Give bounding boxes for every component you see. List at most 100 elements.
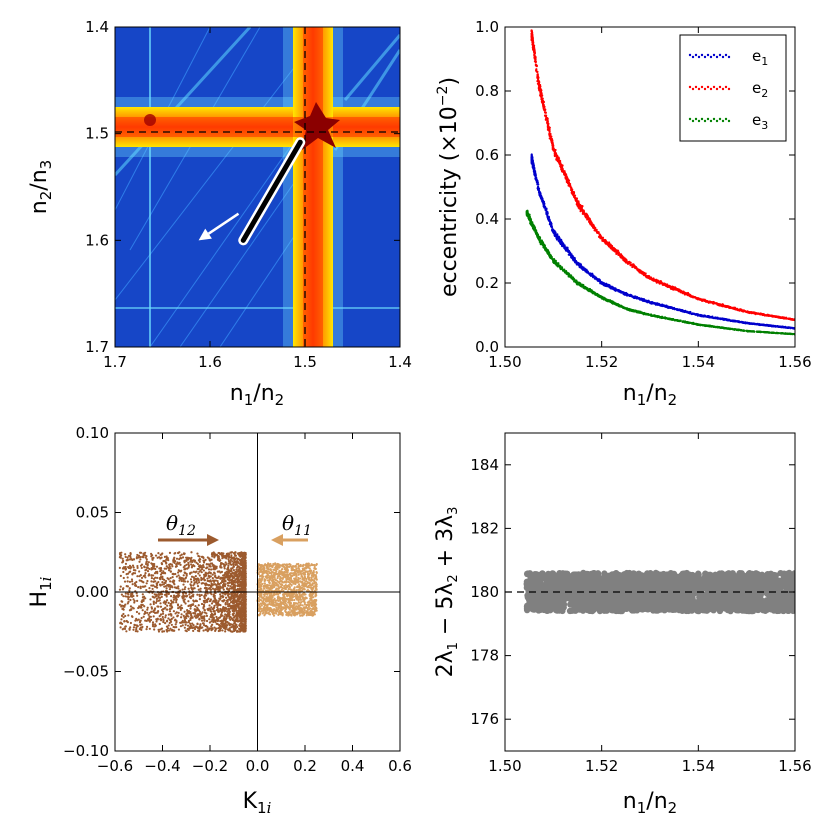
point-e2 [560,166,563,169]
legend-swatch-e1 [700,53,704,57]
point-e1 [606,284,610,288]
eccentricity-x-label: n1/n2 [623,381,677,409]
point-e2 [555,153,558,156]
point-e3 [684,321,687,324]
point-θ12 [232,568,235,572]
point-e1 [574,259,577,263]
legend-swatch-e2 [715,87,719,91]
point-θ12 [187,561,190,564]
point-e2 [534,69,538,72]
point-e1 [630,295,633,298]
point-e1 [720,317,723,321]
point-e2 [629,264,632,267]
point-e2 [648,277,652,280]
point-e1 [748,322,751,325]
point-θ12 [202,564,205,567]
point-e2 [586,215,590,218]
point-e1 [545,210,548,213]
point-e1 [585,271,588,274]
point-e3 [552,258,555,261]
series-e3 [525,209,795,336]
point-e2 [570,188,573,192]
point-θ12 [196,562,200,566]
legend-swatch-e3 [712,117,716,121]
point-e2 [598,233,601,236]
point-e2 [548,126,551,129]
point-e1 [537,189,541,192]
point-e2 [721,303,724,306]
point-e2 [603,239,606,242]
point-e2 [535,64,538,67]
point-e2 [791,318,794,321]
point-e3 [582,284,585,287]
point-e1 [590,273,593,277]
point-θ12 [129,598,132,602]
legend-swatch-e2 [706,85,710,89]
legend-swatch-e2 [721,87,725,91]
point-e2 [642,274,646,277]
point-e1 [733,319,737,323]
point-θ12 [165,565,168,568]
point-e1 [534,174,537,177]
point-e1 [780,325,784,328]
point-e2 [587,216,590,220]
point-θ12 [146,579,149,583]
legend-item-e3: e3 [688,111,768,132]
point-e2 [546,120,549,123]
point-e1 [739,320,742,324]
point-e2 [715,302,718,305]
ecc-x-tick-label: 1.54 [682,353,715,371]
point-e3 [650,314,653,317]
point-e2 [774,315,777,318]
point-e2 [574,197,577,200]
legend-swatch-e2 [718,85,722,89]
point-e1 [570,255,573,258]
point-θ12 [144,576,147,579]
point-θ12 [227,564,230,567]
point-e1 [542,200,545,203]
point-e3 [757,330,760,333]
ecc-y-tick-label: 0.6 [475,146,499,164]
legend-swatch-e2 [697,87,701,91]
point-e2 [666,283,669,286]
point-θ12 [210,625,213,628]
point-e1 [699,313,702,317]
point-e2 [656,280,659,283]
point-e3 [772,331,776,334]
point-e2 [607,244,611,247]
point-θ12 [192,570,195,573]
point-e3 [539,240,543,243]
point-e2 [610,247,613,250]
point-e2 [736,308,739,312]
map-x-tick-label: 1.4 [388,353,412,371]
point-e2 [539,83,542,87]
point-e1 [536,183,539,186]
point-e2 [536,70,539,73]
point-e3 [562,269,565,272]
point-e2 [541,97,544,100]
point-e3 [755,330,758,333]
point-e3 [560,267,563,270]
point-e3 [776,332,780,335]
point-θ12 [230,626,233,629]
point-e3 [746,329,749,332]
point-e2 [540,95,543,98]
legend-item-e2: e2 [688,79,768,100]
point-θ12 [125,630,128,633]
point-θ12 [151,623,155,626]
point-θ12 [141,555,144,558]
map-background [115,27,400,347]
point-θ12 [145,625,149,628]
point-e2 [610,245,614,248]
point-θ12 [144,597,147,600]
point-e3 [579,284,582,287]
legend-label-e3: e3 [752,111,768,132]
point-θ12 [185,617,188,620]
point-θ12 [135,626,138,629]
point-e3 [531,225,535,228]
legend-swatch-e1 [724,53,728,57]
legend-swatch-e3 [709,119,713,123]
point-e1 [549,223,553,226]
point-e2 [745,310,748,314]
legend-swatch-e2 [703,87,707,91]
